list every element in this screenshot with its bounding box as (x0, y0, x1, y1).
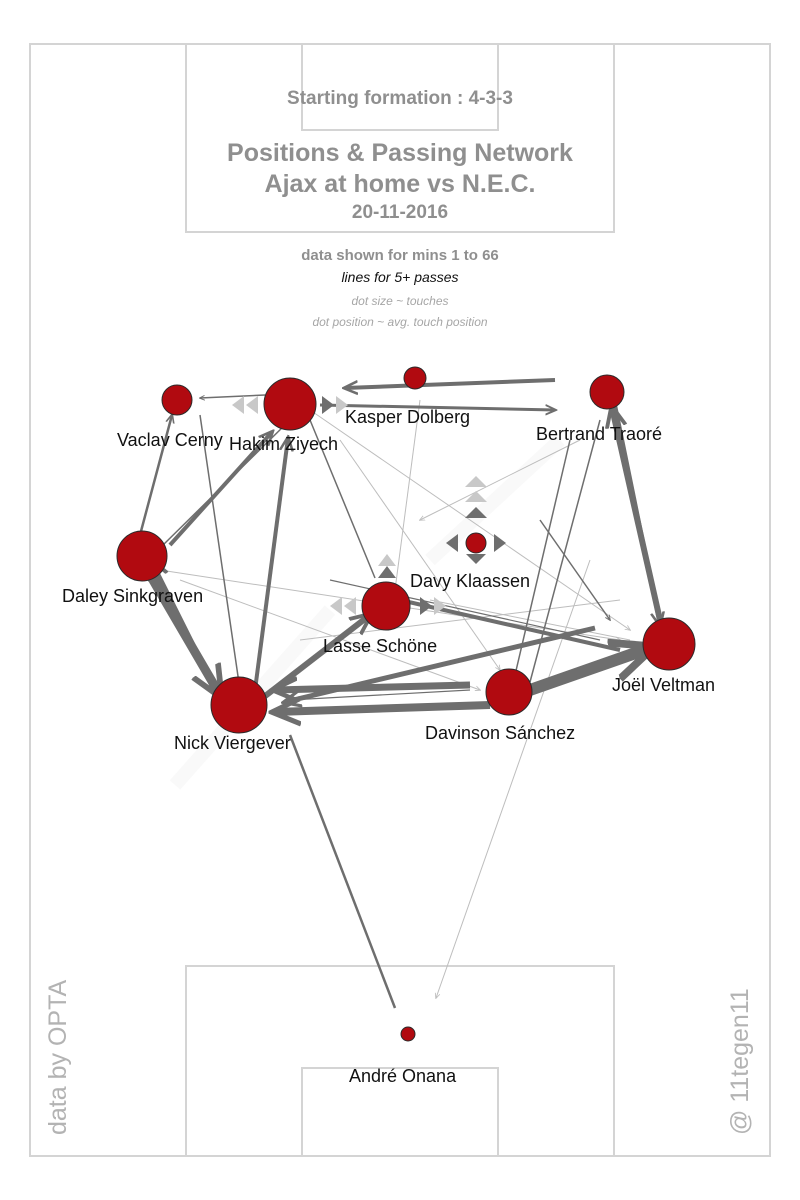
label-sinkgraven: Daley Sinkgraven (62, 586, 203, 606)
bottom-penalty-box (185, 965, 615, 1157)
label-traore: Bertrand Traoré (536, 424, 662, 444)
chart-title: Positions & Passing Network (227, 139, 573, 167)
top-goal-box (301, 43, 499, 131)
match-date: 20-11-2016 (351, 202, 449, 223)
pitch-lines (29, 43, 771, 1157)
author-credit: @ 11tegen11 (726, 988, 754, 1135)
label-sanchez: Davinson Sánchez (425, 723, 575, 743)
node-viergever (210, 676, 268, 734)
node-klaassen (465, 532, 487, 554)
node-cerny (161, 384, 193, 416)
dot-size-note: dot size ~ touches (351, 294, 449, 308)
node-ziyech (263, 377, 317, 431)
node-veltman (642, 617, 696, 671)
node-traore (589, 374, 625, 410)
data-minutes-note: data shown for mins 1 to 66 (301, 247, 499, 264)
lines-note: lines for 5+ passes (341, 269, 459, 285)
dot-position-note: dot position ~ avg. touch position (312, 315, 488, 329)
bottom-goal-box (301, 1067, 499, 1157)
node-dolberg (403, 366, 427, 390)
label-klaassen: Davy Klaassen (410, 571, 530, 591)
player-labels: Vaclav Cerny Hakim Ziyech Kasper Dolberg… (62, 407, 715, 1086)
chevron-markers (232, 396, 506, 615)
formation-label: Starting formation : 4-3-3 (287, 88, 513, 109)
label-schone: Lasse Schöne (323, 636, 437, 656)
match-title: Ajax at home vs N.E.C. (264, 170, 536, 198)
label-cerny: Vaclav Cerny (117, 430, 223, 450)
label-viergever: Nick Viergever (174, 733, 291, 753)
node-onana (400, 1026, 416, 1042)
label-ziyech: Hakim Ziyech (229, 434, 338, 454)
label-onana: André Onana (349, 1066, 457, 1086)
data-source-credit: data by OPTA (44, 979, 72, 1135)
pass-lines-heavy (138, 378, 660, 712)
label-veltman: Joël Veltman (612, 675, 715, 695)
node-sinkgraven (116, 530, 168, 582)
node-sanchez (485, 668, 533, 716)
player-nodes (116, 366, 696, 1042)
node-schone (361, 581, 411, 631)
label-dolberg: Kasper Dolberg (345, 407, 470, 427)
